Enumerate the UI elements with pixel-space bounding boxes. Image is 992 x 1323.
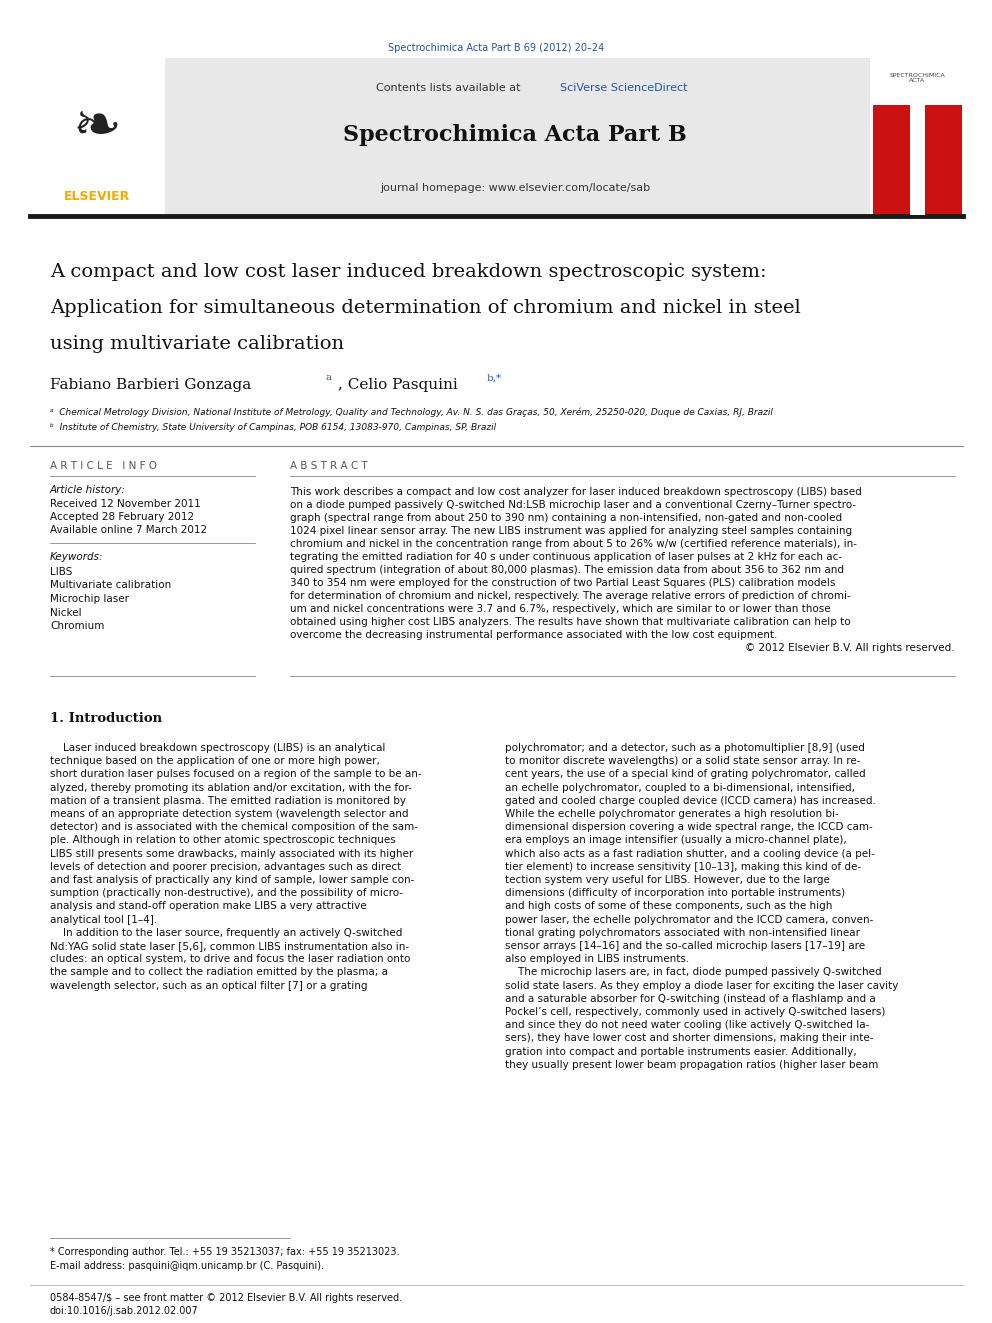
Text: 1024 pixel linear sensor array. The new LIBS instrument was applied for analyzin: 1024 pixel linear sensor array. The new … [290,527,852,536]
Text: © 2012 Elsevier B.V. All rights reserved.: © 2012 Elsevier B.V. All rights reserved… [745,643,955,654]
Text: journal homepage: www.elsevier.com/locate/sab: journal homepage: www.elsevier.com/locat… [380,183,650,193]
Text: era employs an image intensifier (usually a micro-channel plate),: era employs an image intensifier (usuall… [505,835,847,845]
Text: Article history:: Article history: [50,486,126,495]
Text: and since they do not need water cooling (like actively Q-switched la-: and since they do not need water cooling… [505,1020,869,1031]
Text: um and nickel concentrations were 3.7 and 6.7%, respectively, which are similar : um and nickel concentrations were 3.7 an… [290,605,830,614]
Text: chromium and nickel in the concentration range from about 5 to 26% w/w (certifie: chromium and nickel in the concentration… [290,538,857,549]
Text: short duration laser pulses focused on a region of the sample to be an-: short duration laser pulses focused on a… [50,770,422,779]
FancyBboxPatch shape [873,58,962,105]
Text: Available online 7 March 2012: Available online 7 March 2012 [50,525,207,534]
Text: Spectrochimica Acta Part B 69 (2012) 20–24: Spectrochimica Acta Part B 69 (2012) 20–… [388,44,604,53]
Text: ELSEVIER: ELSEVIER [63,189,130,202]
Text: cludes: an optical system, to drive and focus the laser radiation onto: cludes: an optical system, to drive and … [50,954,411,964]
Text: ple. Although in relation to other atomic spectroscopic techniques: ple. Although in relation to other atomi… [50,835,396,845]
Text: polychromator; and a detector, such as a photomultiplier [8,9] (used: polychromator; and a detector, such as a… [505,744,865,753]
Text: Microchip laser: Microchip laser [50,594,129,605]
Text: detector) and is associated with the chemical composition of the sam-: detector) and is associated with the che… [50,822,418,832]
Text: and fast analysis of practically any kind of sample, lower sample con-: and fast analysis of practically any kin… [50,875,415,885]
Text: tier element) to increase sensitivity [10–13], making this kind of de-: tier element) to increase sensitivity [1… [505,861,861,872]
Text: SPECTROCHIMICA
ACTA: SPECTROCHIMICA ACTA [889,73,944,83]
Text: wavelength selector, such as an optical filter [7] or a grating: wavelength selector, such as an optical … [50,980,367,991]
Text: Nd:YAG solid state laser [5,6], common LIBS instrumentation also in-: Nd:YAG solid state laser [5,6], common L… [50,941,409,951]
Text: A compact and low cost laser induced breakdown spectroscopic system:: A compact and low cost laser induced bre… [50,263,767,280]
Text: levels of detection and poorer precision, advantages such as direct: levels of detection and poorer precision… [50,861,401,872]
Text: they usually present lower beam propagation ratios (higher laser beam: they usually present lower beam propagat… [505,1060,878,1070]
Text: Fabiano Barbieri Gonzaga: Fabiano Barbieri Gonzaga [50,378,251,392]
Text: sensor arrays [14–16] and the so-called microchip lasers [17–19] are: sensor arrays [14–16] and the so-called … [505,941,865,951]
Text: , Celio Pasquini: , Celio Pasquini [338,378,457,392]
Text: doi:10.1016/j.sab.2012.02.007: doi:10.1016/j.sab.2012.02.007 [50,1306,198,1316]
Text: Received 12 November 2011: Received 12 November 2011 [50,499,200,509]
Text: and a saturable absorber for Q-switching (instead of a flashlamp and a: and a saturable absorber for Q-switching… [505,994,876,1004]
Text: 0584-8547/$ – see front matter © 2012 Elsevier B.V. All rights reserved.: 0584-8547/$ – see front matter © 2012 El… [50,1293,402,1303]
Text: Nickel: Nickel [50,607,81,618]
Text: mation of a transient plasma. The emitted radiation is monitored by: mation of a transient plasma. The emitte… [50,796,406,806]
Text: analysis and stand-off operation make LIBS a very attractive: analysis and stand-off operation make LI… [50,901,367,912]
Text: LIBS still presents some drawbacks, mainly associated with its higher: LIBS still presents some drawbacks, main… [50,848,414,859]
Text: tional grating polychromators associated with non-intensified linear: tional grating polychromators associated… [505,927,860,938]
Text: The microchip lasers are, in fact, diode pumped passively Q-switched: The microchip lasers are, in fact, diode… [505,967,882,978]
Text: quired spectrum (integration of about 80,000 plasmas). The emission data from ab: quired spectrum (integration of about 80… [290,565,844,576]
Text: E-mail address: pasquini@iqm.unicamp.br (C. Pasquini).: E-mail address: pasquini@iqm.unicamp.br … [50,1261,324,1271]
Text: for determination of chromium and nickel, respectively. The average relative err: for determination of chromium and nickel… [290,591,851,601]
Text: sers), they have lower cost and shorter dimensions, making their inte-: sers), they have lower cost and shorter … [505,1033,874,1044]
Text: Spectrochimica Acta Part B: Spectrochimica Acta Part B [343,124,686,146]
Text: using multivariate calibration: using multivariate calibration [50,335,344,353]
Text: dimensional dispersion covering a wide spectral range, the ICCD cam-: dimensional dispersion covering a wide s… [505,822,873,832]
Text: means of an appropriate detection system (wavelength selector and: means of an appropriate detection system… [50,808,409,819]
Text: b,*: b,* [487,373,502,382]
Text: 340 to 354 nm were employed for the construction of two Partial Least Squares (P: 340 to 354 nm were employed for the cons… [290,578,835,587]
Text: In addition to the laser source, frequently an actively Q-switched: In addition to the laser source, frequen… [50,927,403,938]
Text: a: a [325,373,331,382]
Text: Accepted 28 February 2012: Accepted 28 February 2012 [50,512,194,523]
Text: the sample and to collect the radiation emitted by the plasma; a: the sample and to collect the radiation … [50,967,388,978]
Text: 1. Introduction: 1. Introduction [50,712,162,725]
Text: sumption (practically non-destructive), and the possibility of micro-: sumption (practically non-destructive), … [50,888,403,898]
Text: LIBS: LIBS [50,568,72,577]
Text: gated and cooled charge coupled device (ICCD camera) has increased.: gated and cooled charge coupled device (… [505,796,876,806]
Text: A R T I C L E   I N F O: A R T I C L E I N F O [50,460,157,471]
Text: solid state lasers. As they employ a diode laser for exciting the laser cavity: solid state lasers. As they employ a dio… [505,980,899,991]
Text: overcome the decreasing instrumental performance associated with the low cost eq: overcome the decreasing instrumental per… [290,630,778,640]
FancyBboxPatch shape [30,58,165,216]
Text: tection system very useful for LIBS. However, due to the large: tection system very useful for LIBS. How… [505,875,830,885]
Text: Keywords:: Keywords: [50,552,103,562]
Text: power laser, the echelle polychromator and the ICCD camera, conven-: power laser, the echelle polychromator a… [505,914,873,925]
Text: technique based on the application of one or more high power,: technique based on the application of on… [50,757,380,766]
Text: alyzed, thereby promoting its ablation and/or excitation, with the for-: alyzed, thereby promoting its ablation a… [50,783,412,792]
Text: and high costs of some of these components, such as the high: and high costs of some of these componen… [505,901,832,912]
Text: Chromium: Chromium [50,620,104,631]
Text: Contents lists available at: Contents lists available at [376,83,524,93]
Text: This work describes a compact and low cost analyzer for laser induced breakdown : This work describes a compact and low co… [290,487,862,497]
Text: dimensions (difficulty of incorporation into portable instruments): dimensions (difficulty of incorporation … [505,888,845,898]
Text: Application for simultaneous determination of chromium and nickel in steel: Application for simultaneous determinati… [50,299,801,318]
Text: an echelle polychromator, coupled to a bi-dimensional, intensified,: an echelle polychromator, coupled to a b… [505,783,855,792]
Text: also employed in LIBS instruments.: also employed in LIBS instruments. [505,954,689,964]
Text: ᵃ  Chemical Metrology Division, National Institute of Metrology, Quality and Tec: ᵃ Chemical Metrology Division, National … [50,407,773,417]
Text: While the echelle polychromator generates a high resolution bi-: While the echelle polychromator generate… [505,808,839,819]
Text: tegrating the emitted radiation for 40 s under continuous application of laser p: tegrating the emitted radiation for 40 s… [290,552,842,562]
Text: on a diode pumped passively Q-switched Nd:LSB microchip laser and a conventional: on a diode pumped passively Q-switched N… [290,500,856,509]
Text: graph (spectral range from about 250 to 390 nm) containing a non-intensified, no: graph (spectral range from about 250 to … [290,513,842,523]
Text: ❧: ❧ [72,99,121,156]
FancyBboxPatch shape [910,105,925,216]
Text: obtained using higher cost LIBS analyzers. The results have shown that multivari: obtained using higher cost LIBS analyzer… [290,617,850,627]
Text: to monitor discrete wavelengths) or a solid state sensor array. In re-: to monitor discrete wavelengths) or a so… [505,757,860,766]
Text: cent years, the use of a special kind of grating polychromator, called: cent years, the use of a special kind of… [505,770,866,779]
Text: Pockel’s cell, respectively, commonly used in actively Q-switched lasers): Pockel’s cell, respectively, commonly us… [505,1007,886,1017]
Text: which also acts as a fast radiation shutter, and a cooling device (a pel-: which also acts as a fast radiation shut… [505,848,875,859]
Text: ᵇ  Institute of Chemistry, State University of Campinas, POB 6154, 13083-970, Ca: ᵇ Institute of Chemistry, State Universi… [50,423,496,433]
Text: Laser induced breakdown spectroscopy (LIBS) is an analytical: Laser induced breakdown spectroscopy (LI… [50,744,385,753]
Text: * Corresponding author. Tel.: +55 19 35213037; fax: +55 19 35213023.: * Corresponding author. Tel.: +55 19 352… [50,1248,400,1257]
Text: Multivariate calibration: Multivariate calibration [50,581,172,590]
Text: SciVerse ScienceDirect: SciVerse ScienceDirect [560,83,687,93]
FancyBboxPatch shape [30,58,870,216]
Text: analytical tool [1–4].: analytical tool [1–4]. [50,914,158,925]
Text: gration into compact and portable instruments easier. Additionally,: gration into compact and portable instru… [505,1046,857,1057]
Text: A B S T R A C T: A B S T R A C T [290,460,368,471]
FancyBboxPatch shape [873,58,962,216]
